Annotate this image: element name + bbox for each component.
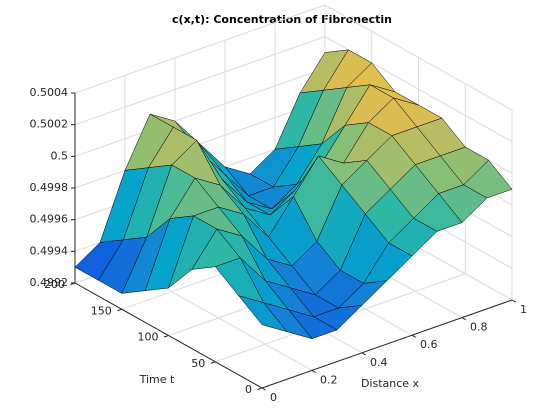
y-tick — [117, 308, 122, 312]
y-tick-label: 150 — [91, 304, 112, 317]
y-axis-label: Time t — [139, 373, 175, 386]
x-tick-label: 0.4 — [370, 356, 388, 369]
x-tick-label: 0.2 — [320, 373, 338, 386]
grid-line — [324, 4, 513, 111]
y-tick — [257, 387, 263, 390]
x-tick — [461, 317, 466, 321]
z-tick-label: 0.4992 — [30, 276, 69, 289]
grid-line — [74, 36, 326, 126]
z-tick-label: 0.5 — [51, 149, 69, 162]
x-tick — [411, 334, 416, 338]
z-tick-label: 0.5004 — [30, 86, 69, 99]
x-tick-label: 0.8 — [470, 321, 488, 334]
y-tick-label: 50 — [191, 357, 205, 370]
chart-title: c(x,t): Concentration of Fibronectin — [172, 13, 392, 26]
surface-patch — [238, 295, 288, 332]
x-tick-label: 1 — [520, 303, 527, 316]
y-tick — [210, 361, 216, 364]
grid-line — [74, 67, 326, 157]
x-tick — [311, 369, 316, 373]
y-tick-label: 100 — [138, 331, 159, 344]
z-tick-label: 0.4996 — [30, 213, 69, 226]
grid-line — [74, 4, 326, 94]
x-tick — [361, 352, 366, 356]
z-tick-label: 0.5002 — [30, 118, 69, 131]
x-tick-label: 0 — [270, 391, 277, 404]
y-tick-label: 0 — [245, 383, 252, 396]
z-tick-label: 0.4994 — [30, 244, 69, 257]
z-tick-label: 0.4998 — [30, 181, 69, 194]
x-tick — [261, 387, 266, 391]
x-tick-label: 0.6 — [420, 338, 438, 351]
x-axis-line — [261, 299, 513, 389]
x-axis-label: Distance x — [361, 377, 420, 390]
y-tick-label: 200 — [44, 278, 65, 291]
y-tick — [163, 335, 169, 338]
x-tick — [511, 299, 516, 303]
